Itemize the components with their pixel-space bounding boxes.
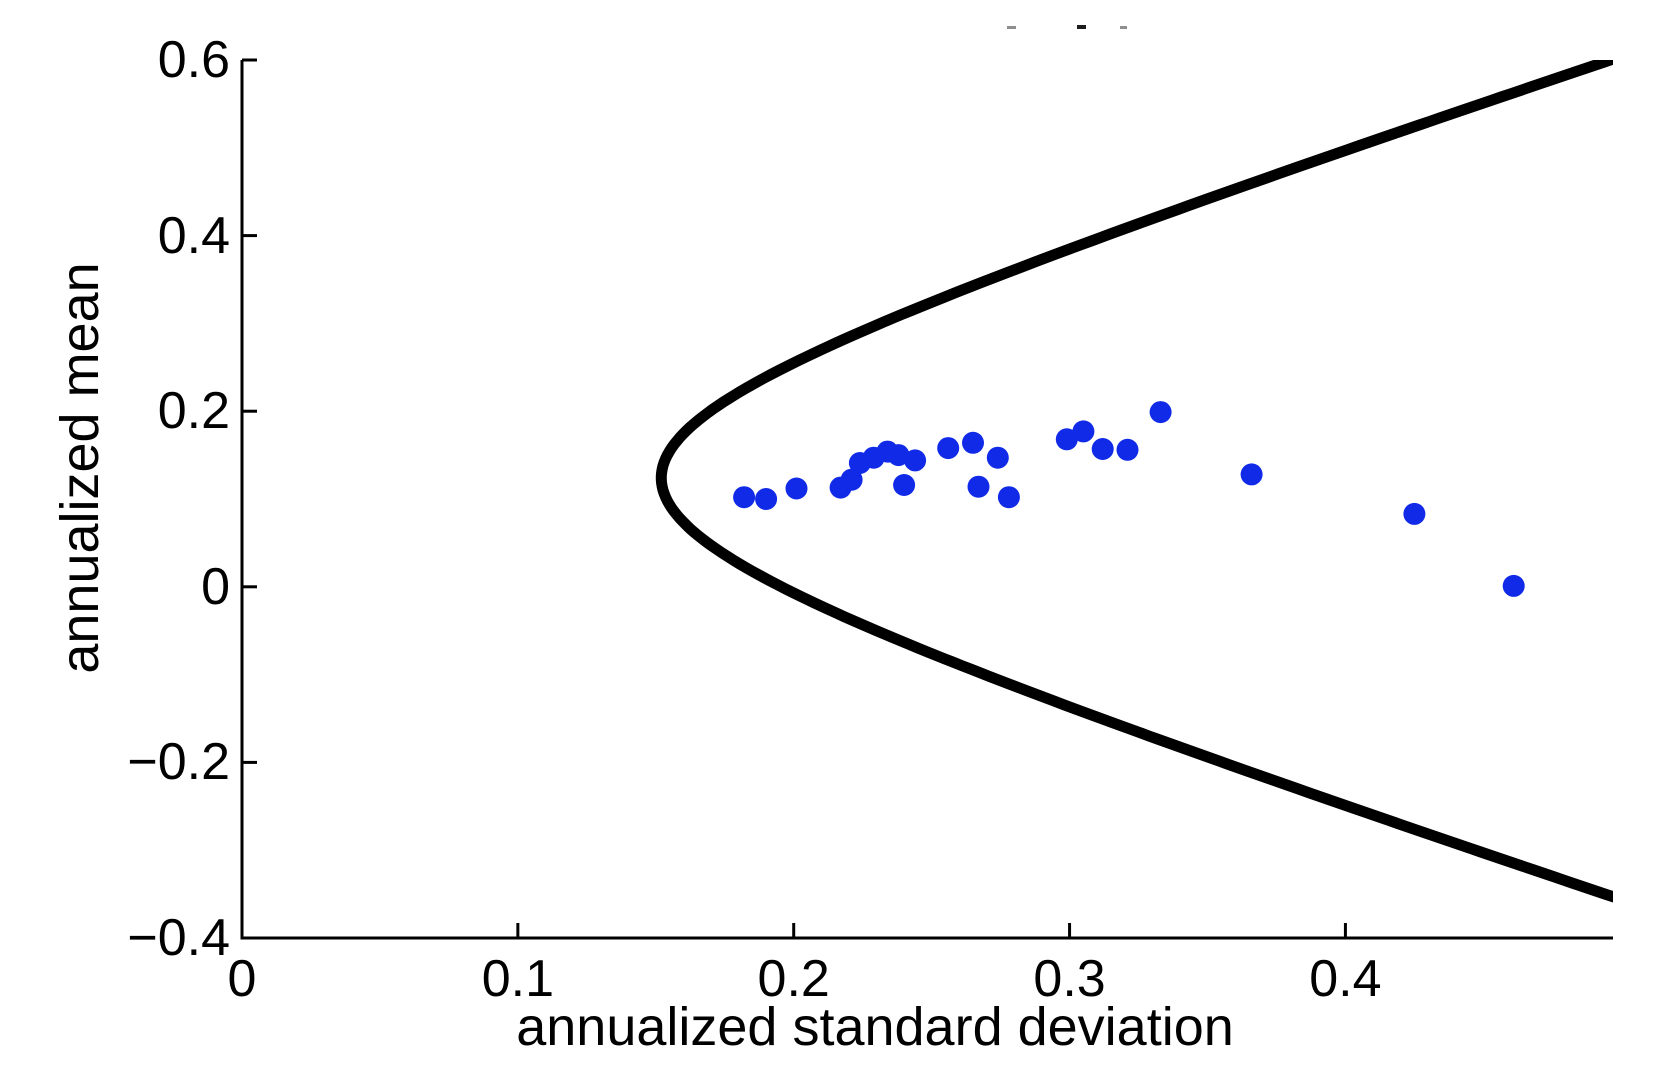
data-point [962, 431, 984, 454]
cropped-title-fragment [1007, 26, 1016, 29]
efficient-frontier-curve [655, 60, 1613, 903]
data-point [887, 444, 910, 467]
data-point [967, 475, 990, 498]
data-point [755, 488, 778, 510]
data-point [1403, 502, 1426, 525]
cropped-title-fragment [1120, 26, 1127, 29]
data-point [785, 477, 808, 500]
data-point [986, 446, 1009, 469]
x-tick-label: 0.1 [481, 950, 554, 1008]
data-point [1072, 420, 1095, 443]
x-tick-label: 0.4 [1309, 950, 1382, 1008]
data-point [893, 474, 916, 496]
data-point [840, 468, 863, 491]
y-tick-label: 0 [201, 557, 230, 616]
y-tick-label: 0.2 [157, 382, 230, 441]
x-tick-label: 0.3 [1033, 950, 1106, 1008]
data-point [1055, 428, 1078, 451]
x-tick-label: 0 [227, 950, 257, 1008]
data-point [1149, 401, 1172, 424]
data-point [937, 437, 960, 460]
x-axis-label: annualized standard deviation [516, 997, 1234, 1057]
data-point [1091, 438, 1114, 460]
x-tick-label: 0.2 [757, 950, 830, 1008]
y-tick-label: −0.2 [127, 733, 230, 792]
data-point [904, 449, 927, 472]
data-point [1502, 574, 1525, 597]
data-point [997, 486, 1020, 509]
cropped-title-fragment [1077, 25, 1086, 29]
data-point [1240, 463, 1263, 486]
y-tick-label: −0.4 [127, 909, 230, 967]
y-tick-label: 0.4 [157, 206, 230, 265]
data-point [1116, 438, 1139, 461]
data-point [733, 486, 756, 509]
y-tick-label: 0.6 [157, 31, 230, 89]
